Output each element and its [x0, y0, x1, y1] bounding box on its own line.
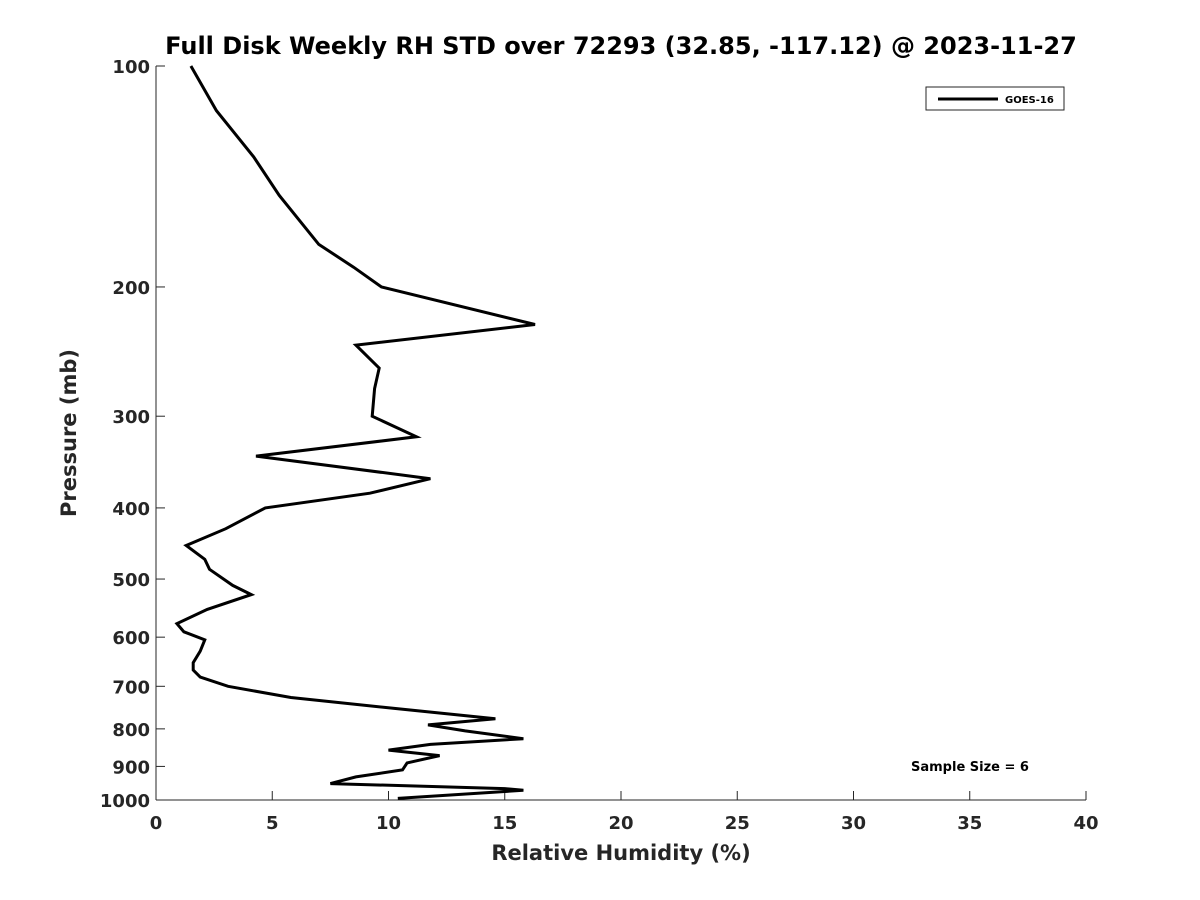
plot-area: [155, 66, 1086, 801]
x-tick-label: 30: [841, 813, 866, 834]
y-tick-label: 100: [112, 57, 150, 78]
y-tick-label: 800: [112, 720, 150, 741]
x-ticks: 0 5 10 15 20 25 30 35 40: [150, 791, 1099, 834]
series-line-goes-16: [174, 65, 536, 800]
x-tick-label: 35: [957, 813, 982, 834]
y-ticks: 100 200 300 400 500 600 700 800 900 1000: [100, 57, 165, 812]
legend-label: GOES-16: [1005, 95, 1054, 106]
y-tick-label: 1000: [100, 791, 150, 812]
x-tick-label: 0: [150, 813, 163, 834]
y-tick-label: 400: [112, 499, 150, 520]
y-tick-label: 900: [112, 757, 150, 778]
sample-size-annotation: Sample Size = 6: [911, 760, 1029, 775]
x-tick-label: 15: [492, 813, 517, 834]
y-tick-label: 200: [112, 278, 150, 299]
y-tick-label: 500: [112, 570, 150, 591]
x-tick-label: 25: [725, 813, 750, 834]
x-tick-label: 20: [608, 813, 633, 834]
x-tick-label: 10: [376, 813, 401, 834]
x-axis-label: Relative Humidity (%): [491, 841, 750, 865]
x-tick-label: 5: [266, 813, 279, 834]
y-axis-label: Pressure (mb): [57, 349, 81, 517]
y-tick-label: 700: [112, 677, 150, 698]
series-layer: [174, 65, 536, 800]
legend: GOES-16: [925, 86, 1065, 111]
x-tick-label: 40: [1073, 813, 1098, 834]
y-tick-label: 300: [112, 407, 150, 428]
chart-title: Full Disk Weekly RH STD over 72293 (32.8…: [165, 32, 1077, 60]
y-tick-label: 600: [112, 628, 150, 649]
